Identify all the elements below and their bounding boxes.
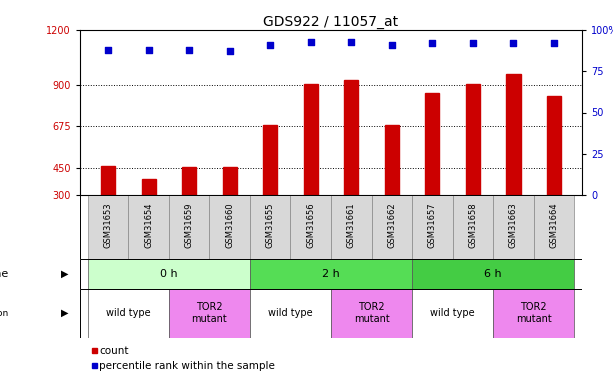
- Bar: [263, 125, 277, 195]
- Text: GSM31663: GSM31663: [509, 203, 518, 249]
- Point: [143, 47, 153, 53]
- Bar: [493, 289, 574, 338]
- Title: GDS922 / 11057_at: GDS922 / 11057_at: [264, 15, 398, 29]
- Point: [346, 39, 356, 45]
- Bar: [506, 74, 520, 195]
- Text: percentile rank within the sample: percentile rank within the sample: [99, 361, 275, 370]
- Bar: [331, 289, 412, 338]
- Text: 6 h: 6 h: [484, 269, 502, 279]
- Text: ▶: ▶: [61, 269, 68, 279]
- Text: GSM31664: GSM31664: [549, 203, 558, 248]
- Bar: [128, 195, 169, 259]
- Point: [427, 40, 437, 46]
- Text: GSM31659: GSM31659: [185, 203, 194, 248]
- Text: wild type: wild type: [106, 308, 151, 318]
- Bar: [493, 195, 534, 259]
- Point: [306, 39, 316, 45]
- Bar: [344, 80, 359, 195]
- Text: GSM31658: GSM31658: [468, 203, 478, 248]
- Text: GSM31656: GSM31656: [306, 203, 315, 248]
- Bar: [169, 195, 210, 259]
- Text: GSM31662: GSM31662: [387, 203, 397, 248]
- Text: 2 h: 2 h: [322, 269, 340, 279]
- Bar: [452, 195, 493, 259]
- Text: TOR2
mutant: TOR2 mutant: [191, 302, 227, 324]
- Bar: [182, 166, 196, 195]
- Bar: [412, 195, 452, 259]
- Text: TOR2
mutant: TOR2 mutant: [516, 302, 552, 324]
- Bar: [291, 195, 331, 259]
- Point: [185, 47, 194, 53]
- Bar: [466, 84, 480, 195]
- Text: TOR2
mutant: TOR2 mutant: [354, 302, 389, 324]
- Bar: [250, 195, 291, 259]
- Bar: [412, 259, 574, 289]
- Bar: [250, 259, 412, 289]
- Bar: [371, 195, 412, 259]
- Bar: [534, 195, 574, 259]
- Point: [549, 40, 559, 46]
- Text: time: time: [0, 269, 9, 279]
- Text: GSM31654: GSM31654: [144, 203, 153, 248]
- Point: [103, 47, 113, 53]
- Text: GSM31653: GSM31653: [104, 203, 113, 248]
- Text: wild type: wild type: [268, 308, 313, 318]
- Bar: [425, 93, 440, 195]
- Text: wild type: wild type: [430, 308, 475, 318]
- Bar: [303, 84, 318, 195]
- Text: genotype/variation: genotype/variation: [0, 309, 9, 318]
- Point: [468, 40, 478, 46]
- Point: [509, 40, 519, 46]
- Bar: [88, 289, 169, 338]
- Point: [225, 48, 235, 54]
- Bar: [412, 289, 493, 338]
- Text: GSM31660: GSM31660: [225, 203, 234, 248]
- Bar: [223, 166, 237, 195]
- Text: GSM31657: GSM31657: [428, 203, 437, 248]
- Bar: [101, 166, 115, 195]
- Point: [265, 42, 275, 48]
- Bar: [385, 125, 399, 195]
- Text: count: count: [99, 346, 129, 355]
- Bar: [331, 195, 371, 259]
- Point: [387, 42, 397, 48]
- Bar: [142, 178, 156, 195]
- Bar: [210, 195, 250, 259]
- Bar: [250, 289, 331, 338]
- Text: GSM31655: GSM31655: [265, 203, 275, 248]
- Bar: [169, 289, 250, 338]
- Bar: [88, 259, 250, 289]
- Text: GSM31661: GSM31661: [347, 203, 356, 248]
- Bar: [88, 195, 128, 259]
- Bar: [547, 96, 561, 195]
- Text: 0 h: 0 h: [160, 269, 178, 279]
- Text: ▶: ▶: [61, 308, 68, 318]
